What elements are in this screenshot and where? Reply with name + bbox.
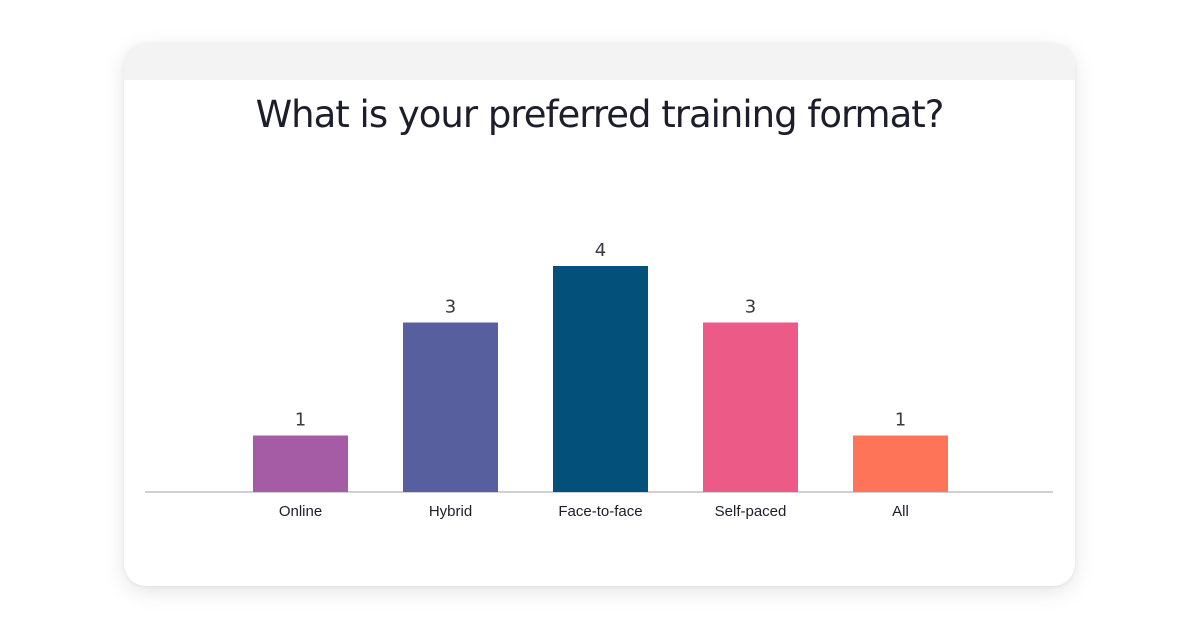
x-tick-label: All — [892, 503, 909, 520]
chart-title: What is your preferred training format? — [255, 93, 945, 136]
data-label: 1 — [295, 410, 306, 431]
data-label: 1 — [895, 410, 906, 431]
data-label: 3 — [445, 297, 456, 318]
x-tick-label: Self-paced — [715, 503, 787, 520]
x-tick-label: Face-to-face — [558, 503, 642, 520]
bar-all — [853, 435, 948, 492]
x-tick-label: Online — [279, 503, 322, 520]
bar-online — [253, 435, 348, 492]
bar-face-to-face — [553, 266, 648, 492]
chart-card: What is your preferred training format? … — [124, 43, 1075, 586]
bar-hybrid — [403, 322, 498, 492]
x-tick-label: Hybrid — [429, 503, 472, 520]
data-label: 4 — [595, 240, 606, 261]
data-label: 3 — [745, 297, 756, 318]
card-header-bar — [124, 43, 1075, 80]
bar-chart: 1 Online 3 Hybrid 4 Face-to-face 3 Self-paced 1 A… — [145, 240, 1053, 520]
bar-self-paced — [703, 322, 798, 492]
